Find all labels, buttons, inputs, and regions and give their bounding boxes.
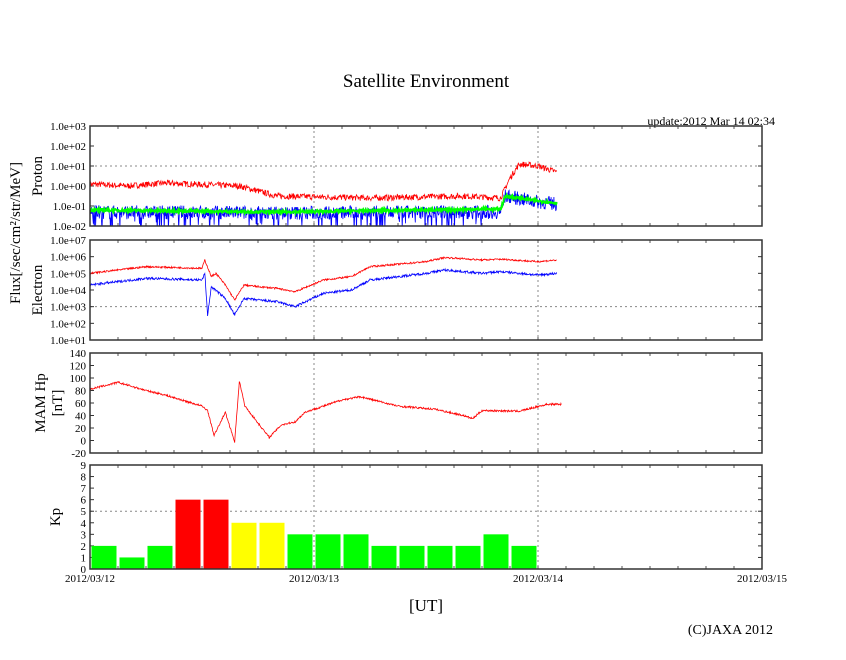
y-tick-label: 1.0e+07 xyxy=(50,235,86,247)
y-tick-label: 3 xyxy=(81,529,87,541)
panel-electron: 1.0e+01 1.0e+02 1.0e+03 1.0e+04 1.0e+05 1.0e+… xyxy=(30,235,763,347)
y-tick-label: 140 xyxy=(70,348,87,360)
update-timestamp: update:2012 Mar 14 02:34 xyxy=(647,114,775,128)
x-tick-label: 2012/03/14 xyxy=(513,573,564,585)
kp-bar xyxy=(511,545,537,569)
y-tick-label: 1.0e+01 xyxy=(50,161,86,173)
y-tick-label: 8 xyxy=(81,472,87,484)
y-tick-label: 1.0e+06 xyxy=(50,252,86,264)
x-tick-label: 2012/03/13 xyxy=(289,573,340,585)
x-axis-label: [UT] xyxy=(409,596,443,615)
mam-hp-line xyxy=(90,381,562,443)
y-tick-label: 1 xyxy=(81,552,87,564)
panel-frame xyxy=(89,125,763,227)
kp-bar xyxy=(147,545,173,569)
kp-bar xyxy=(231,522,257,569)
electron-blue-line xyxy=(90,267,558,317)
kp-bar xyxy=(175,499,201,569)
kp-bar xyxy=(315,534,341,569)
proton-red-line xyxy=(90,161,558,202)
y-axis-label: Proton xyxy=(30,156,46,197)
y-tick-label: 9 xyxy=(81,460,87,472)
y-tick-label: 5 xyxy=(81,506,87,518)
y-axis-label: Kp xyxy=(48,508,64,526)
kp-bar xyxy=(343,534,369,569)
y-tick-label: 1.0e+03 xyxy=(50,302,86,314)
y-tick-label: 100 xyxy=(70,373,87,385)
kp-bar xyxy=(287,534,313,569)
y-tick-label: 120 xyxy=(70,361,87,373)
y-tick-label: 0 xyxy=(81,436,87,448)
y-tick-label: 1.0e-02 xyxy=(53,221,86,233)
y-tick-label: 1.0e+05 xyxy=(50,268,86,280)
electron-red-line xyxy=(90,256,557,301)
kp-bar xyxy=(483,534,509,569)
y-tick-label: 0 xyxy=(81,564,87,576)
y-tick-label: 1.0e+03 xyxy=(50,121,86,133)
kp-bar xyxy=(427,545,453,569)
y-tick-label: 80 xyxy=(75,386,87,398)
kp-bar xyxy=(455,545,481,569)
y-tick-label: 6 xyxy=(81,495,87,507)
y-tick-label: 1.0e+00 xyxy=(50,181,86,193)
y-tick-label: 1.0e+02 xyxy=(50,318,86,330)
panel-frame xyxy=(89,464,763,570)
kp-bar xyxy=(203,499,229,569)
x-tick-label: 2012/03/15 xyxy=(737,573,788,585)
y-tick-label: 2 xyxy=(81,541,87,553)
proton-green-line xyxy=(90,192,558,217)
kp-bar xyxy=(119,557,145,569)
copyright: (C)JAXA 2012 xyxy=(688,623,773,638)
y-tick-label: 60 xyxy=(75,398,87,410)
y-tick-label: 7 xyxy=(81,483,87,495)
kp-bar xyxy=(91,545,117,569)
y-axis-label: Electron xyxy=(30,264,46,315)
y-axis-label-unit: [nT] xyxy=(50,390,66,417)
y-tick-label: 20 xyxy=(75,423,87,435)
y-axis-label: MAM Hp xyxy=(33,373,49,433)
panel-proton: 1.0e-02 1.0e-01 1.0e+00 1.0e+01 1.0e+02 1.0e+… xyxy=(30,121,763,233)
y-tick-label: 1.0e+04 xyxy=(50,285,86,297)
chart-title: Satellite Environment xyxy=(343,71,510,92)
y-tick-label: 40 xyxy=(75,411,87,423)
kp-bar xyxy=(371,545,397,569)
flux-axis-label: Flux[/sec/cm²/str/MeV] xyxy=(8,162,24,304)
kp-bar xyxy=(259,522,285,569)
y-tick-label: 1.0e-01 xyxy=(53,201,86,213)
x-tick-label: 2012/03/12 xyxy=(65,573,115,585)
y-tick-label: 4 xyxy=(81,518,87,530)
panel-frame xyxy=(89,239,763,341)
kp-bar xyxy=(399,545,425,569)
y-tick-label: 1.0e+01 xyxy=(50,335,86,347)
y-tick-label: 1.0e+02 xyxy=(50,141,86,153)
y-tick-label: -20 xyxy=(71,448,86,460)
panel-frame xyxy=(89,352,763,454)
